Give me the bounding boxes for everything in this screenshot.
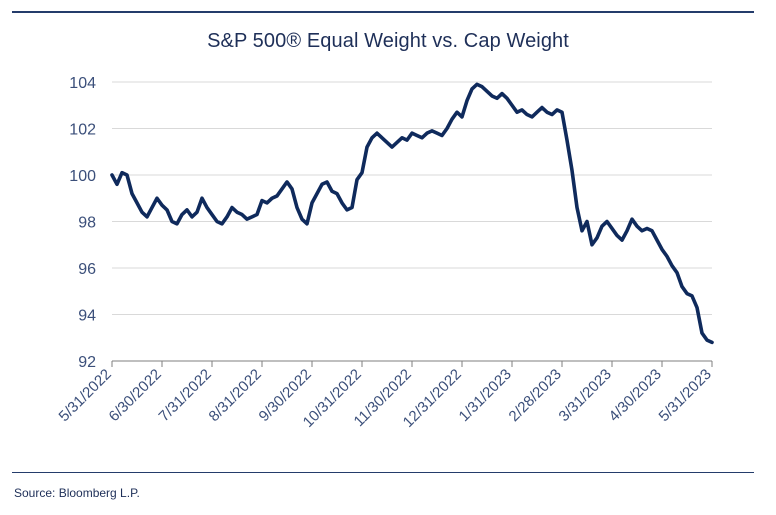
x-tick-label: 1/31/2023 [456, 366, 515, 425]
x-tick-label: 3/31/2023 [556, 366, 615, 425]
x-tick-label: 2/28/2023 [506, 366, 565, 425]
chart-title: S&P 500® Equal Weight vs. Cap Weight [207, 30, 569, 52]
x-tick-label: 6/30/2022 [106, 366, 165, 425]
y-tick-label: 94 [78, 308, 96, 325]
series-line [110, 82, 714, 345]
y-tick-label: 92 [78, 354, 96, 371]
y-tick-label: 100 [69, 168, 96, 185]
x-tick-label: 5/31/2023 [656, 366, 715, 425]
y-tick-label: 96 [78, 261, 96, 278]
y-tick-label: 102 [69, 122, 96, 139]
y-tick-label: 104 [69, 75, 96, 92]
x-tick-label: 4/30/2023 [606, 366, 665, 425]
x-axis-ticks: 5/31/20226/30/20227/31/20228/31/20229/30… [56, 361, 715, 431]
top-rule [12, 11, 754, 13]
y-axis-ticks: 92 94 96 98 100 102 104 [69, 75, 96, 371]
x-tick-label: 5/31/2022 [56, 366, 115, 425]
gridlines [112, 81, 712, 315]
y-tick-label: 98 [78, 215, 96, 232]
x-tick-label: 7/31/2022 [156, 366, 215, 425]
series-group [110, 82, 714, 345]
x-tick-label: 8/31/2022 [206, 366, 265, 425]
source-note: Source: Bloomberg L.P. [14, 486, 140, 500]
bottom-rule [12, 472, 754, 473]
